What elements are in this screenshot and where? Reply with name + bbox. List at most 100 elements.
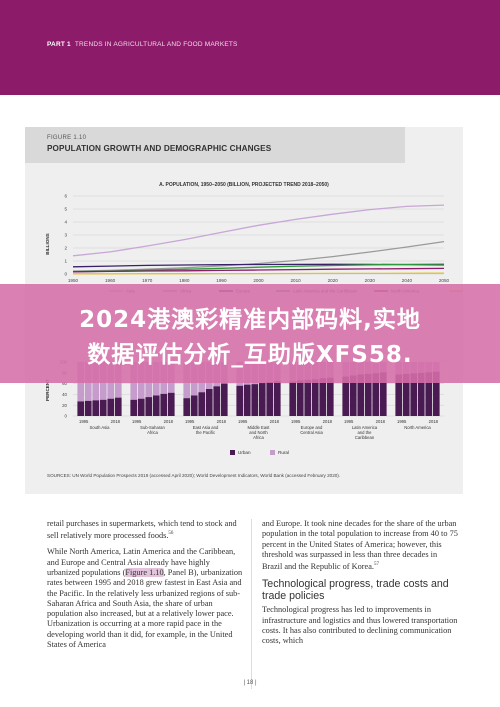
bar-urban: [258, 383, 266, 416]
region-label: Caribbean: [355, 435, 375, 440]
bar-urban: [402, 373, 410, 416]
x-tick-label: 2018: [270, 419, 280, 424]
region-label: Latin America: [352, 425, 378, 430]
legend-swatch: [230, 450, 235, 455]
bar-urban: [357, 374, 365, 416]
x-tick-label: 2030: [365, 278, 376, 283]
region-label: and North: [249, 430, 268, 435]
bar-urban: [198, 392, 206, 416]
bar-urban: [213, 386, 221, 416]
part-heading: PART 1 TRENDS IN AGRICULTURAL AND FOOD M…: [47, 41, 238, 48]
bar-urban: [342, 376, 350, 416]
x-tick-label: 1970: [142, 278, 153, 283]
bar-urban: [145, 397, 153, 416]
y-tick-label: 5: [64, 207, 67, 212]
bar-urban: [205, 389, 213, 416]
bar-urban: [364, 373, 372, 416]
series-line-oceania: [73, 272, 445, 275]
footnote-ref: 57: [373, 562, 379, 568]
x-tick-label: 1950: [68, 278, 79, 283]
bar-urban: [304, 379, 312, 416]
x-tick-label: 1995: [291, 419, 301, 424]
bar-urban: [114, 397, 122, 416]
region-label: Sub-Saharan: [140, 425, 165, 430]
y-axis-label: BILLIONS: [45, 233, 50, 254]
x-tick-label: 1980: [179, 278, 190, 283]
y-tick-label: 60: [62, 381, 67, 386]
bar-urban: [167, 392, 175, 416]
region-label: South Asia: [89, 425, 110, 430]
section-heading: Technological progress, trade costs and …: [262, 578, 449, 603]
x-tick-label: 2018: [323, 419, 333, 424]
y-tick-label: 3: [64, 233, 67, 238]
y-tick-label: 4: [64, 220, 67, 225]
paragraph: retail purchases in supermarkets, which …: [47, 519, 237, 541]
y-tick-label: 6: [64, 194, 67, 199]
bar-urban: [289, 381, 297, 416]
panel-a-title: A. POPULATION, 1950–2050 (BILLION, PROJE…: [159, 182, 329, 188]
x-tick-label: 1990: [216, 278, 227, 283]
x-tick-label: 2018: [217, 419, 227, 424]
x-tick-label: 2018: [111, 419, 121, 424]
bar-urban: [273, 380, 281, 416]
bar-urban: [183, 398, 191, 416]
bar-urban: [417, 372, 425, 416]
column-divider: [251, 519, 252, 689]
region-label: East Asia and: [193, 425, 219, 430]
x-tick-label: 1960: [105, 278, 116, 283]
legend-swatch: [270, 450, 275, 455]
x-tick-label: 2020: [328, 278, 339, 283]
figure-source-note: SOURCES: UN World Population Prospects 2…: [47, 473, 341, 478]
x-tick-label: 2000: [253, 278, 264, 283]
body-column-right: and Europe. It took nine decades for the…: [262, 519, 458, 652]
series-line-north-america: [72, 267, 445, 273]
x-tick-label: 1995: [132, 419, 142, 424]
legend-b: Urban Rural: [230, 450, 289, 455]
paragraph: and Europe. It took nine decades for the…: [262, 519, 458, 571]
bar-urban: [137, 398, 145, 416]
region-label: Europe and: [301, 425, 323, 430]
figure-reference-link[interactable]: Figure 1.10: [125, 567, 164, 577]
part-number: PART 1: [47, 41, 71, 48]
region-label: and the: [358, 430, 373, 435]
paragraph: Technological progress has led to improv…: [262, 605, 458, 646]
x-tick-label: 1995: [185, 419, 195, 424]
bar-urban: [432, 371, 440, 416]
footnote-ref: 56: [168, 531, 174, 537]
region-label: Central Asia: [300, 430, 323, 435]
bar-urban: [130, 399, 138, 416]
page-number: | 18 |: [243, 680, 257, 686]
bar-urban: [296, 380, 304, 416]
bar-urban: [349, 375, 357, 416]
bar-urban: [266, 381, 274, 416]
bar-urban: [84, 400, 92, 416]
x-tick-label: 2040: [402, 278, 413, 283]
x-tick-label: 2018: [429, 419, 439, 424]
bar-urban: [77, 401, 85, 416]
x-tick-label: 2010: [290, 278, 301, 283]
y-tick-label: 20: [62, 403, 67, 408]
bar-urban: [251, 384, 259, 416]
bar-urban: [220, 383, 228, 416]
region-label: Africa: [253, 435, 264, 440]
y-axis-label-b: PERCENT: [45, 379, 50, 401]
bar-urban: [99, 399, 107, 416]
x-tick-label: 1995: [344, 419, 354, 424]
series-line-asia: [72, 204, 445, 257]
bar-urban: [311, 379, 319, 416]
series-line-africa: [72, 240, 445, 272]
overlay-text-line-2: 数据评估分析_互助版XFS58.: [87, 342, 413, 368]
bar-urban: [326, 377, 334, 416]
bar-urban: [236, 385, 244, 416]
region-label: Africa: [147, 430, 158, 435]
y-tick-label: 1: [64, 259, 67, 264]
bar-urban: [372, 373, 380, 416]
bar-urban: [243, 384, 251, 416]
bar-urban: [190, 395, 198, 416]
bar-urban: [160, 393, 168, 416]
body-column-left: retail purchases in supermarkets, which …: [47, 519, 243, 656]
series-lines: [72, 204, 445, 275]
bar-urban: [379, 372, 387, 416]
bar-urban: [92, 400, 100, 416]
